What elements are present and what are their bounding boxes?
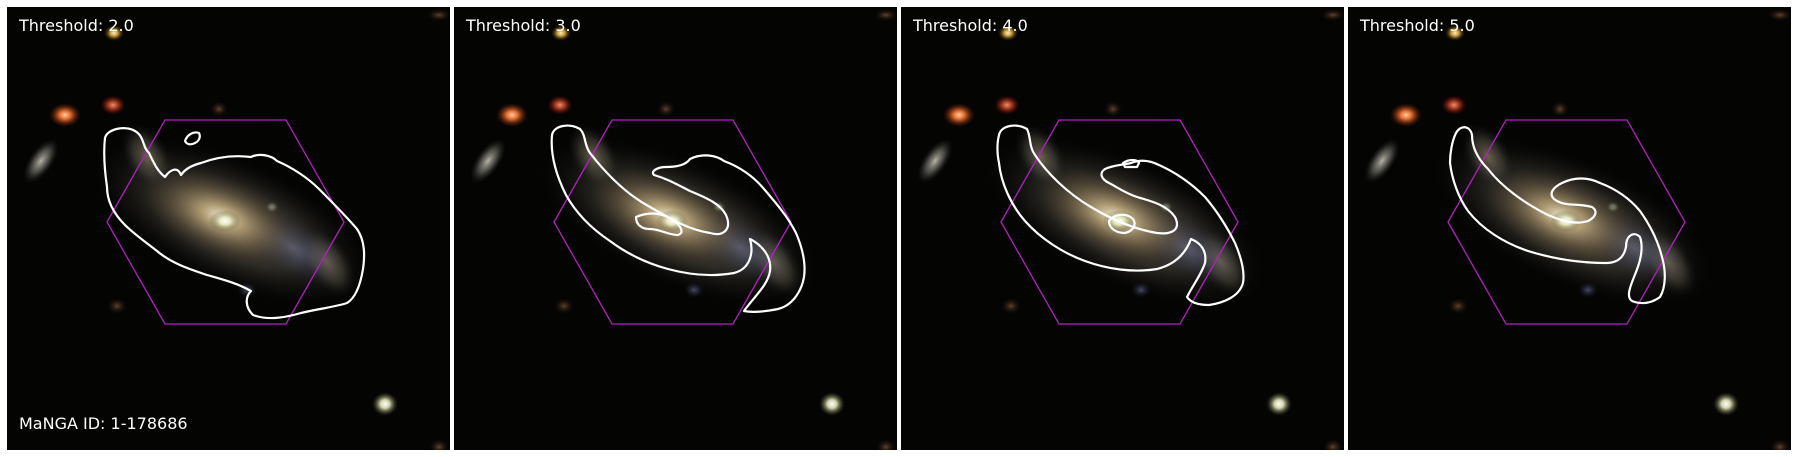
threshold-label: Threshold: 5.0 bbox=[1360, 16, 1475, 35]
galaxy-panel-threshold-5: Threshold: 5.0 bbox=[1348, 7, 1791, 450]
manga-id-label: MaNGA ID: 1-178686 bbox=[19, 414, 188, 433]
galaxy-panel-threshold-3: Threshold: 3.0 bbox=[454, 7, 897, 450]
galaxy-panel-threshold-4: Threshold: 4.0 bbox=[901, 7, 1344, 450]
galaxy-image bbox=[454, 7, 897, 450]
mask-contour bbox=[550, 124, 806, 313]
mask-contour bbox=[996, 124, 1245, 307]
mask-contour bbox=[103, 127, 366, 320]
galaxy-image bbox=[7, 7, 450, 450]
mask-contour bbox=[1448, 126, 1666, 305]
galaxy-image bbox=[1348, 7, 1791, 450]
threshold-label: Threshold: 4.0 bbox=[913, 16, 1028, 35]
galaxy-panel-threshold-2: Threshold: 2.0 MaNGA ID: 1-178686 bbox=[7, 7, 450, 450]
threshold-label: Threshold: 2.0 bbox=[19, 16, 134, 35]
threshold-label: Threshold: 3.0 bbox=[466, 16, 581, 35]
galaxy-image bbox=[901, 7, 1344, 450]
